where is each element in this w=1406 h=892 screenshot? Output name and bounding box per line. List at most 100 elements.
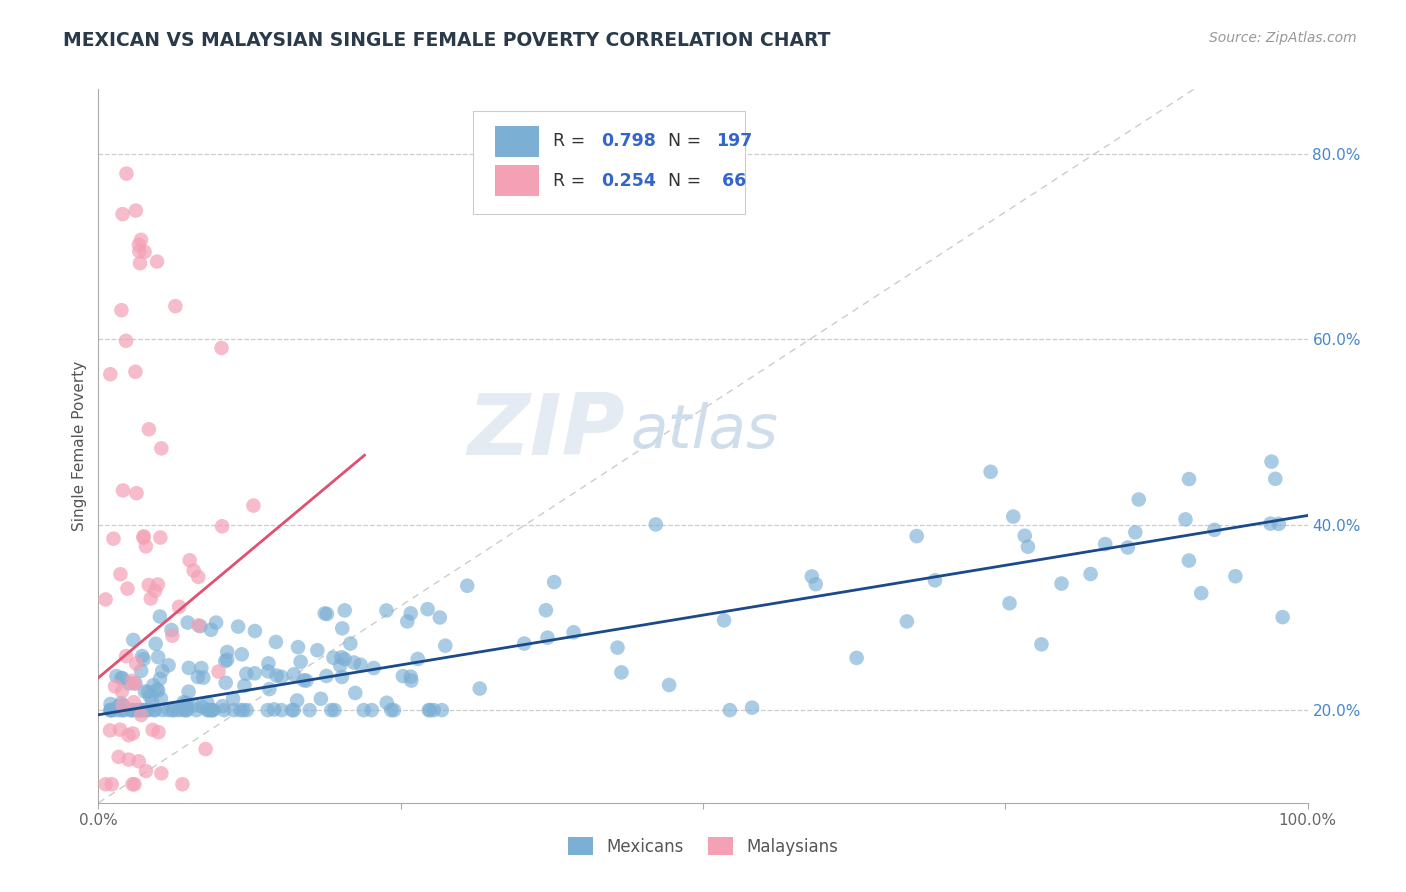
- Point: [105, 669, 128, 683]
- Point: [131, 648, 153, 663]
- Point: [430, 703, 453, 717]
- Point: [610, 665, 633, 680]
- Point: [243, 624, 266, 638]
- Point: [139, 689, 162, 703]
- Point: [536, 631, 558, 645]
- Point: [283, 667, 305, 681]
- Point: [287, 640, 309, 654]
- Point: [146, 682, 169, 697]
- Point: [157, 703, 180, 717]
- Point: [1174, 512, 1197, 526]
- Point: [231, 648, 253, 662]
- Point: [162, 629, 184, 643]
- Point: [307, 643, 329, 657]
- Point: [118, 753, 141, 767]
- Point: [202, 703, 225, 717]
- Point: [121, 703, 143, 717]
- Point: [1260, 455, 1282, 469]
- Point: [143, 703, 166, 717]
- Point: [122, 632, 145, 647]
- Point: [333, 652, 356, 666]
- Point: [132, 652, 155, 666]
- Point: [111, 207, 134, 221]
- Text: 0.798: 0.798: [602, 132, 657, 150]
- Point: [115, 649, 138, 664]
- Point: [266, 668, 288, 682]
- Point: [1204, 523, 1226, 537]
- Point: [191, 699, 214, 714]
- Point: [186, 703, 208, 717]
- Point: [1225, 569, 1247, 583]
- Point: [1050, 576, 1073, 591]
- Point: [406, 652, 429, 666]
- Point: [205, 615, 228, 630]
- Point: [111, 684, 134, 698]
- Point: [129, 256, 152, 270]
- Point: [606, 640, 628, 655]
- Point: [200, 703, 222, 717]
- Point: [468, 681, 491, 696]
- Point: [129, 703, 152, 717]
- Point: [330, 670, 353, 684]
- Point: [392, 669, 415, 683]
- Point: [135, 703, 157, 717]
- Point: [295, 673, 318, 688]
- Text: 0.254: 0.254: [602, 171, 657, 189]
- Point: [343, 656, 366, 670]
- Point: [222, 691, 245, 706]
- Point: [108, 723, 131, 737]
- Point: [115, 167, 138, 181]
- Point: [217, 653, 239, 667]
- Point: [143, 703, 166, 717]
- Point: [315, 669, 337, 683]
- Text: ZIP: ZIP: [467, 390, 624, 474]
- Point: [217, 645, 239, 659]
- Point: [162, 703, 184, 717]
- Point: [128, 703, 150, 717]
- Point: [136, 703, 159, 717]
- Point: [562, 625, 585, 640]
- Point: [107, 699, 129, 714]
- Point: [187, 670, 209, 684]
- Point: [1014, 529, 1036, 543]
- Point: [150, 442, 173, 456]
- Point: [128, 237, 150, 252]
- Point: [233, 679, 256, 693]
- Point: [222, 703, 245, 717]
- Point: [176, 696, 198, 710]
- Point: [429, 610, 451, 624]
- Point: [122, 695, 145, 709]
- Point: [149, 672, 172, 686]
- Point: [145, 637, 167, 651]
- Point: [135, 703, 157, 717]
- Point: [1128, 492, 1150, 507]
- Point: [100, 777, 122, 791]
- Point: [134, 684, 156, 698]
- Point: [804, 577, 827, 591]
- Point: [232, 703, 254, 717]
- Point: [259, 682, 281, 697]
- Point: [197, 703, 219, 717]
- Point: [125, 203, 148, 218]
- Point: [1123, 525, 1146, 540]
- Point: [416, 602, 439, 616]
- Point: [242, 499, 264, 513]
- Point: [281, 703, 304, 717]
- Point: [98, 367, 121, 381]
- Point: [190, 661, 212, 675]
- Point: [534, 603, 557, 617]
- Point: [644, 517, 666, 532]
- Point: [375, 603, 398, 617]
- Point: [111, 671, 134, 685]
- Point: [103, 532, 125, 546]
- Point: [456, 579, 478, 593]
- Point: [195, 696, 218, 710]
- FancyBboxPatch shape: [495, 165, 538, 196]
- Point: [111, 698, 134, 713]
- Point: [115, 334, 138, 348]
- FancyBboxPatch shape: [474, 111, 745, 214]
- Point: [128, 244, 150, 259]
- Point: [172, 700, 194, 714]
- Point: [94, 592, 117, 607]
- Point: [194, 742, 217, 756]
